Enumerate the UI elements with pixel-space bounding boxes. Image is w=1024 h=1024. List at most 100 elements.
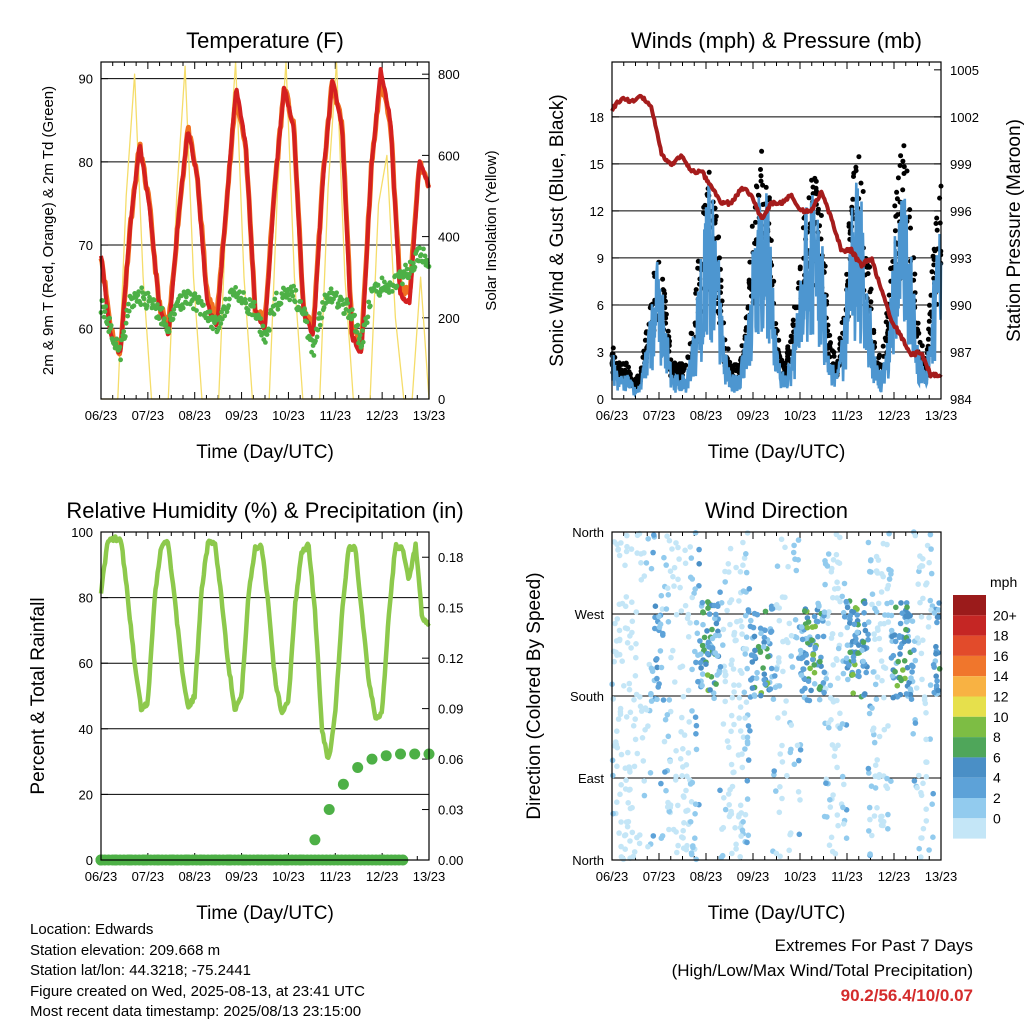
direction-point: [721, 795, 727, 801]
figure-created: Figure created on Wed, 2025-08-13, at 23…: [30, 982, 365, 1000]
direction-point: [699, 671, 706, 677]
direction-point: [872, 681, 879, 688]
direction-point: [681, 732, 688, 738]
direction-point: [880, 573, 886, 580]
direction-point: [720, 721, 727, 727]
direction-point: [800, 666, 807, 672]
direction-point: [743, 634, 750, 640]
direction-point: [907, 686, 914, 692]
direction-point: [790, 549, 797, 556]
direction-point: [667, 802, 674, 808]
direction-point: [757, 649, 764, 655]
direction-point: [789, 664, 796, 670]
direction-point: [657, 648, 664, 654]
direction-point: [706, 611, 713, 617]
direction-point: [618, 854, 625, 860]
direction-point: [827, 797, 833, 803]
latest-timestamp: Most recent data timestamp: 2025/08/13 2…: [30, 1003, 362, 1020]
direction-point: [879, 677, 885, 684]
legend-label: 16: [993, 648, 1009, 664]
direction-point: [935, 614, 942, 620]
direction-point: [687, 574, 694, 581]
direction-point: [615, 547, 621, 553]
direction-point: [722, 668, 728, 675]
direction-point: [779, 795, 785, 802]
y-right-tick-label: 0.00: [438, 853, 463, 868]
direction-point: [618, 751, 625, 758]
direction-point: [869, 601, 875, 608]
td2m-point: [298, 299, 303, 304]
td2m-point: [293, 287, 299, 293]
direction-point: [773, 850, 780, 857]
direction-point: [643, 707, 650, 713]
direction-point: [835, 675, 841, 681]
direction-point: [869, 705, 875, 711]
gust-point: [895, 175, 901, 181]
direction-point: [839, 721, 846, 727]
td2m-point: [122, 334, 128, 339]
direction-point: [812, 623, 818, 630]
gust-point: [785, 346, 791, 352]
direction-point: [705, 605, 711, 611]
direction-point: [645, 723, 651, 729]
direction-point: [799, 636, 806, 643]
direction-point: [729, 694, 736, 701]
y-right-tick-label: 990: [950, 298, 972, 313]
gust-point: [853, 164, 859, 170]
x-tick-label: 11/23: [319, 408, 351, 423]
gust-point: [695, 265, 701, 271]
direction-point: [677, 584, 683, 591]
gust-point: [900, 187, 906, 193]
direction-point: [927, 682, 934, 688]
direction-point: [726, 569, 732, 575]
direction-point: [761, 671, 768, 677]
direction-point: [770, 696, 777, 702]
legend-swatch: [953, 595, 986, 616]
direction-point: [897, 644, 904, 651]
direction-point: [739, 827, 746, 834]
direction-point: [788, 632, 795, 639]
legend-swatch: [953, 818, 986, 839]
direction-point: [762, 608, 769, 615]
x-tick-label: 07/23: [132, 869, 165, 884]
td2m-point: [101, 314, 107, 320]
direction-point: [795, 557, 801, 563]
td2m-point: [317, 322, 323, 328]
direction-point: [880, 818, 887, 825]
direction-point: [776, 617, 783, 624]
wind-line: [610, 181, 943, 398]
direction-point: [744, 839, 750, 846]
y-right-tick-label: 1005: [950, 63, 979, 78]
direction-point: [928, 546, 934, 552]
direction-point: [629, 599, 635, 605]
direction-point: [736, 598, 742, 604]
direction-point: [809, 637, 815, 643]
direction-point: [727, 621, 733, 628]
td2m-point: [183, 294, 189, 300]
direction-point: [805, 678, 812, 684]
direction-point: [871, 739, 878, 746]
direction-point: [637, 703, 644, 710]
legend-swatch: [953, 798, 986, 819]
direction-point: [841, 781, 847, 788]
direction-point: [682, 547, 688, 554]
x-tick-label: 08/23: [178, 408, 211, 423]
direction-point: [688, 555, 695, 561]
speed-legend: mph 20+ 18 16 14 12 10 8 6 4 2 0: [953, 574, 1017, 839]
direction-point: [888, 599, 894, 606]
direction-point: [673, 611, 680, 618]
direction-point: [933, 673, 939, 679]
td2m-point: [171, 307, 177, 312]
td2m-point: [355, 322, 361, 328]
direction-point: [895, 658, 901, 665]
direction-point: [741, 555, 748, 561]
x-tick-label: 06/23: [596, 408, 629, 423]
direction-point: [783, 698, 789, 704]
gust-point: [663, 311, 669, 317]
direction-point: [638, 708, 645, 714]
td2m-point: [274, 290, 279, 296]
direction-point: [777, 784, 783, 790]
direction-point: [731, 632, 737, 638]
